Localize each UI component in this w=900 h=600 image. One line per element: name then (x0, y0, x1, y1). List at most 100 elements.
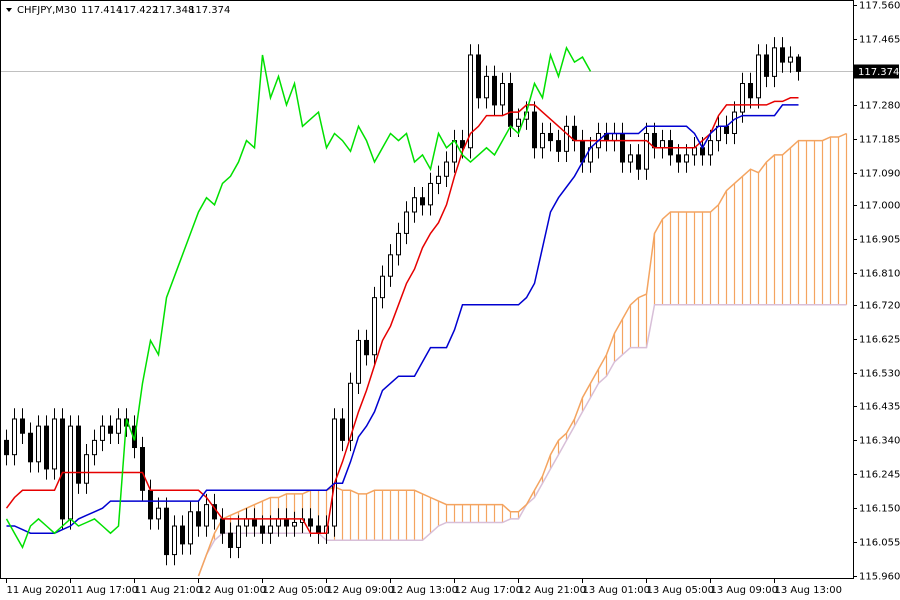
candle-body (380, 275, 385, 299)
x-tick-label: 12 Aug 21:00 (519, 585, 586, 596)
candle-body (228, 532, 233, 548)
candle-body (556, 140, 561, 152)
candle-body (244, 518, 249, 527)
candle-body (428, 182, 433, 206)
candle-body (396, 232, 401, 256)
candle-body (756, 54, 761, 99)
candle-body (348, 382, 353, 441)
candle-body (276, 518, 281, 527)
candle-body (676, 154, 681, 163)
candle-body (252, 518, 257, 527)
x-tick-label: 12 Aug 09:00 (327, 585, 394, 596)
header-open: 117.414 (81, 5, 122, 16)
candle-body (796, 56, 801, 72)
candle-body (364, 339, 369, 356)
candle-body (164, 507, 169, 556)
candle-body (540, 132, 545, 149)
y-tick-label: 116.435 (859, 402, 900, 413)
candle-body (388, 254, 393, 277)
candle-body (444, 161, 449, 177)
y-tick-label: 116.530 (859, 369, 900, 380)
candle-body (196, 511, 201, 527)
candle-body (260, 525, 265, 534)
indicator-line (5, 45, 592, 550)
candle-body (564, 125, 569, 152)
candle-body (44, 425, 49, 470)
y-tick-label: 117.090 (859, 169, 900, 180)
y-tick-label: 116.340 (859, 436, 900, 447)
y-tick-label: 116.150 (859, 504, 900, 515)
candle-body (180, 525, 185, 545)
candle-body (148, 489, 153, 520)
candle-body (84, 454, 89, 484)
candle-body (748, 83, 753, 99)
y-tick-label: 117.465 (859, 35, 900, 46)
candle-body (468, 54, 473, 149)
candle-body (36, 425, 41, 463)
price-label-box (854, 64, 899, 79)
plot-area (0, 37, 853, 577)
y-tick-label: 116.720 (859, 301, 900, 312)
candle-body (204, 504, 209, 527)
indicator-line (5, 97, 799, 534)
candle-body (188, 511, 193, 545)
candle-body (508, 83, 513, 127)
candle-body (308, 518, 313, 527)
x-tick-label: 12 Aug 01:00 (199, 585, 266, 596)
candle-body (484, 75, 489, 99)
candle-body (724, 125, 729, 134)
x-tick-label: 11 Aug 21:00 (135, 585, 202, 596)
x-tick-label: 13 Aug 01:00 (583, 585, 650, 596)
candle-body (708, 140, 713, 156)
x-tick-label: 13 Aug 05:00 (647, 585, 714, 596)
y-tick-label: 117.280 (859, 101, 900, 112)
y-tick-label: 116.810 (859, 269, 900, 280)
y-tick-label: 117.185 (859, 135, 900, 146)
candle-body (92, 439, 97, 456)
candle-body (644, 132, 649, 170)
candle-body (108, 425, 113, 434)
y-tick-label: 116.055 (859, 538, 900, 549)
candle-body (356, 339, 361, 384)
span-a-line (197, 132, 847, 577)
candle-body (372, 297, 377, 356)
y-tick-label: 117.000 (859, 201, 900, 212)
x-tick-label: 12 Aug 17:00 (455, 585, 522, 596)
y-tick-label: 116.905 (859, 235, 900, 246)
candle-body (60, 418, 65, 520)
candle-body (492, 75, 497, 106)
y-tick-label: 116.625 (859, 335, 900, 346)
y-tick-label: 117.560 (859, 1, 900, 12)
candle-body (532, 111, 537, 149)
header-close: 117.374 (189, 5, 230, 16)
y-tick-label: 116.245 (859, 470, 900, 481)
price-label: 117.374 (858, 67, 899, 78)
x-tick-label: 13 Aug 09:00 (711, 585, 778, 596)
candle-body (772, 47, 777, 77)
candle-body (684, 154, 689, 163)
candle-body (788, 56, 793, 63)
plot-border (0, 0, 854, 579)
candle-body (436, 175, 441, 184)
candle-body (20, 418, 25, 434)
candle-body (236, 525, 241, 548)
candle-body (140, 447, 145, 491)
candle-body (692, 147, 697, 156)
candle-body (172, 525, 177, 556)
candle-body (500, 83, 505, 106)
candle-body (660, 140, 665, 149)
x-tick-label: 12 Aug 13:00 (391, 585, 458, 596)
candle-body (220, 518, 225, 534)
symbol-label: CHFJPY,M30 (17, 5, 77, 16)
candle-body (612, 132, 617, 142)
candle-body (764, 54, 769, 77)
candle-body (404, 211, 409, 234)
candle-body (780, 47, 785, 63)
candle-body (340, 418, 345, 441)
candle-body (116, 418, 121, 434)
x-tick-label: 13 Aug 13:00 (775, 585, 842, 596)
candle-body (516, 118, 521, 127)
span-b-line (197, 304, 847, 577)
candle-body (4, 439, 9, 456)
menu-icon[interactable] (6, 8, 12, 12)
